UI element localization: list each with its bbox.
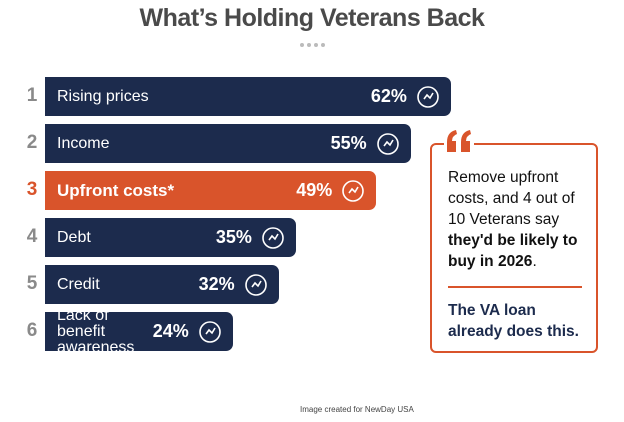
value-label: 32% xyxy=(198,274,235,294)
bar-icon xyxy=(244,273,267,296)
callout-text: . xyxy=(532,253,537,270)
bar-icon xyxy=(262,226,284,249)
category-label: Credit xyxy=(57,275,100,293)
value-label: 49% xyxy=(296,180,333,200)
callout-emphasis: The VA loan already does this. xyxy=(448,302,579,340)
rank-label: 4 xyxy=(26,226,38,247)
rank-label: 6 xyxy=(26,320,38,341)
quote-icon xyxy=(444,128,474,154)
rank-label: 2 xyxy=(26,132,38,153)
rank-label: 1 xyxy=(26,85,38,106)
bar: Rising prices 62% xyxy=(45,77,451,116)
category-label: Lack of benefit awareness xyxy=(57,306,135,356)
category-label: Debt xyxy=(57,228,91,246)
bar-icon xyxy=(342,179,365,202)
rank-label: 5 xyxy=(26,273,38,294)
bar-icon xyxy=(376,132,399,155)
bar: Income 55% xyxy=(45,124,411,163)
callout: Remove upfront costs, and 4 out of 10 Ve… xyxy=(430,143,598,353)
value-label: 55% xyxy=(330,133,367,153)
value-label: 35% xyxy=(215,227,252,247)
title-dots xyxy=(300,43,325,47)
category-label: Rising prices xyxy=(57,87,149,105)
value-label: 24% xyxy=(152,321,189,341)
callout-text: Remove upfront costs, and 4 out of 10 Ve… xyxy=(448,169,575,228)
rank-label: 3 xyxy=(26,179,38,200)
divider xyxy=(448,286,582,288)
bar-icon xyxy=(417,85,439,108)
bar: Credit 32% xyxy=(45,265,279,304)
value-label: 62% xyxy=(370,86,407,106)
bar: Debt 35% xyxy=(45,218,296,257)
category-label: Upfront costs* xyxy=(57,180,175,200)
chart-title: What’s Holding Veterans Back xyxy=(139,4,485,32)
bar-icon xyxy=(198,320,221,343)
callout-bold: they'd be likely to buy in 2026 xyxy=(448,232,578,270)
category-label: Income xyxy=(57,134,110,152)
footer: Image created for NewDay USA xyxy=(300,405,414,414)
bar: Lack of benefit awareness 24% xyxy=(45,307,233,355)
bar: Upfront costs* 49% xyxy=(45,171,377,210)
